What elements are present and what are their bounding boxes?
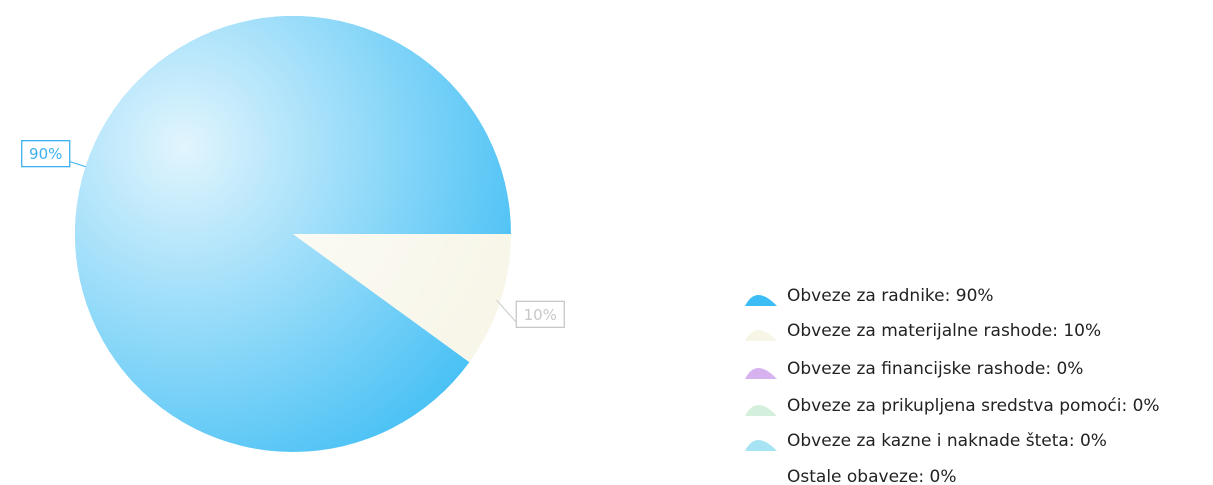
- pie-slice: [75, 15, 511, 452]
- legend-swatch: [746, 476, 775, 485]
- data-label: 90%: [29, 145, 62, 163]
- data-label: 10%: [524, 306, 557, 324]
- legend-swatch: [745, 440, 777, 451]
- data-label-box: [21, 140, 71, 168]
- legend-label: Obveze za financijske rashode: 0%: [787, 359, 1083, 379]
- legend-label: Ostale obaveze: 0%: [787, 467, 957, 485]
- leader-line: [496, 299, 517, 323]
- legend-label: Obveze za materijalne rashode: 10%: [787, 321, 1101, 341]
- legend-label: Obveze za radnike: 90%: [787, 286, 994, 306]
- data-label-box: [515, 300, 565, 328]
- legend-label: Obveze za prikupljena sredstva pomoći: 0…: [787, 396, 1160, 416]
- legend-swatch: [745, 295, 777, 306]
- legend-label: Obveze za kazne i naknade šteta: 0%: [787, 431, 1107, 451]
- legend-swatch: [745, 330, 777, 341]
- legend-swatch: [745, 368, 777, 379]
- legend-swatch: [745, 405, 777, 416]
